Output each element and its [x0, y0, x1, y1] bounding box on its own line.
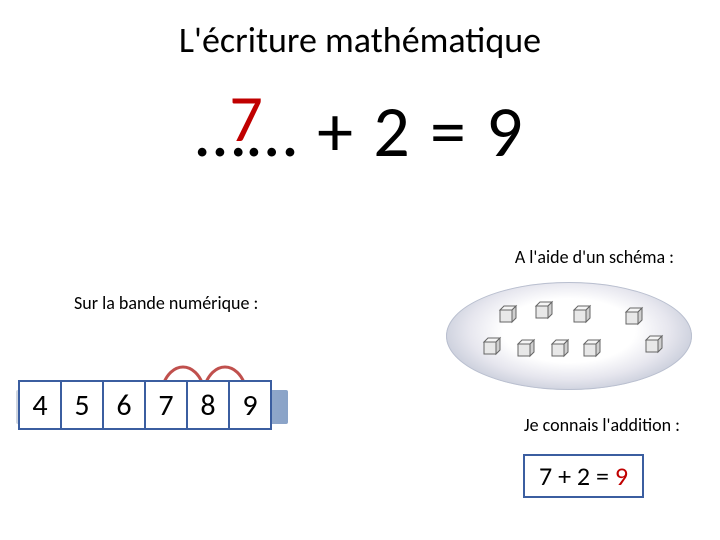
- cube-icon: [514, 338, 538, 362]
- cubes-layer: [446, 282, 692, 390]
- addition-result: 9: [615, 460, 628, 492]
- cube-icon: [642, 334, 666, 358]
- page-title: L'écriture mathématique: [0, 18, 720, 62]
- cube-icon: [580, 338, 604, 362]
- main-equation: …… 7 + 2 = 9: [0, 88, 720, 176]
- schema-label: A l'aide d'un schéma :: [515, 246, 674, 268]
- addition-lhs: 7 + 2 =: [539, 460, 615, 492]
- strip-cell: 7: [144, 380, 188, 430]
- addition-label: Je connais l'addition :: [524, 414, 680, 436]
- equation-answer-overlay: 7: [229, 78, 264, 159]
- cube-icon: [548, 338, 572, 362]
- strip-cell: 9: [228, 380, 272, 430]
- strip-cells: 4 5 6 7 8 9: [18, 380, 272, 430]
- cube-icon: [622, 306, 646, 330]
- strip-cell: 6: [102, 380, 146, 430]
- strip-label: Sur la bande numérique :: [74, 292, 258, 314]
- cube-icon: [496, 304, 520, 328]
- number-strip: 4 5 6 7 8 9: [18, 380, 272, 430]
- strip-cell: 8: [186, 380, 230, 430]
- cube-icon: [532, 300, 556, 324]
- equation-rest: + 2 = 9: [299, 88, 525, 176]
- strip-cell: 5: [60, 380, 104, 430]
- equation-blank: …… 7: [195, 88, 298, 176]
- cube-icon: [480, 336, 504, 360]
- addition-box: 7 + 2 = 9: [523, 454, 644, 498]
- cube-icon: [570, 304, 594, 328]
- strip-cell: 4: [18, 380, 62, 430]
- cubes-diagram: [446, 282, 692, 390]
